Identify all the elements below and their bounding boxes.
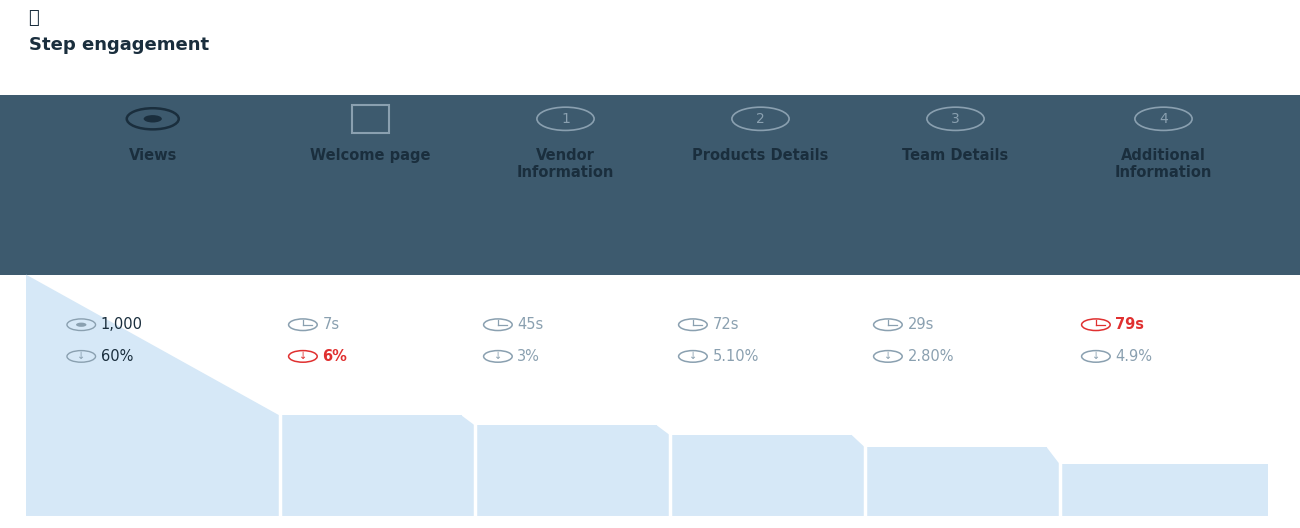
Polygon shape [864, 447, 1046, 517]
Text: ↓: ↓ [494, 352, 502, 361]
Text: Step engagement: Step engagement [29, 36, 209, 54]
Polygon shape [1060, 464, 1268, 517]
Text: 4: 4 [1160, 112, 1167, 126]
Text: Views: Views [129, 148, 177, 163]
Text: 1,000: 1,000 [100, 317, 143, 332]
Polygon shape [1046, 447, 1059, 517]
Polygon shape [462, 416, 474, 517]
Text: 45s: 45s [517, 317, 543, 332]
Text: Products Details: Products Details [693, 148, 828, 163]
Text: 6%: 6% [322, 349, 347, 364]
Polygon shape [852, 435, 864, 517]
Bar [0, 95, 1300, 275]
Text: ↓: ↓ [884, 352, 892, 361]
Text: ↓: ↓ [77, 352, 86, 361]
Polygon shape [656, 425, 670, 517]
Text: Vendor
Information: Vendor Information [517, 148, 614, 180]
Polygon shape [280, 416, 462, 517]
Circle shape [143, 115, 162, 122]
Circle shape [75, 323, 86, 327]
Text: 1: 1 [562, 112, 569, 126]
Text: ↓: ↓ [689, 352, 697, 361]
Text: 5.10%: 5.10% [712, 349, 759, 364]
Text: 72s: 72s [712, 317, 738, 332]
Text: 🗒: 🗒 [29, 10, 39, 27]
Text: 3%: 3% [517, 349, 541, 364]
Text: 2: 2 [757, 112, 764, 126]
Polygon shape [26, 275, 280, 517]
Text: 79s: 79s [1115, 317, 1144, 332]
Polygon shape [474, 425, 656, 517]
Text: Additional
Information: Additional Information [1115, 148, 1212, 180]
Polygon shape [670, 435, 852, 517]
Text: 60%: 60% [100, 349, 133, 364]
Text: Team Details: Team Details [902, 148, 1009, 163]
Text: Welcome page: Welcome page [311, 148, 430, 163]
Text: ↓: ↓ [1092, 352, 1100, 361]
Text: 3: 3 [952, 112, 959, 126]
Text: 2.80%: 2.80% [907, 349, 954, 364]
Bar [352, 105, 389, 133]
Text: ↓: ↓ [299, 352, 307, 361]
Text: 4.9%: 4.9% [1115, 349, 1152, 364]
Text: 29s: 29s [907, 317, 933, 332]
Text: 7s: 7s [322, 317, 339, 332]
